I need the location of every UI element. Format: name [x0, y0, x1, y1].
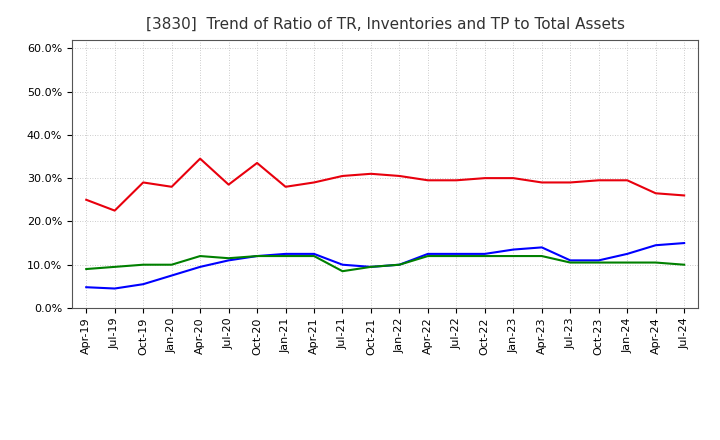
Line: Trade Receivables: Trade Receivables [86, 159, 684, 211]
Trade Receivables [282, 184, 290, 190]
Inventories [282, 251, 290, 257]
Trade Payables [480, 253, 489, 259]
Trade Payables [253, 253, 261, 259]
Trade Receivables [395, 173, 404, 179]
Trade Payables [537, 253, 546, 259]
Trade Receivables [537, 180, 546, 185]
Trade Payables [139, 262, 148, 268]
Trade Receivables [680, 193, 688, 198]
Inventories [537, 245, 546, 250]
Inventories [338, 262, 347, 268]
Trade Receivables [623, 178, 631, 183]
Trade Receivables [338, 173, 347, 179]
Trade Receivables [423, 178, 432, 183]
Trade Receivables [253, 160, 261, 165]
Trade Receivables [566, 180, 575, 185]
Trade Receivables [82, 197, 91, 202]
Trade Receivables [110, 208, 119, 213]
Line: Trade Payables: Trade Payables [86, 256, 684, 271]
Inventories [139, 282, 148, 287]
Trade Payables [652, 260, 660, 265]
Trade Payables [196, 253, 204, 259]
Inventories [366, 264, 375, 270]
Inventories [167, 273, 176, 278]
Trade Receivables [452, 178, 461, 183]
Trade Receivables [509, 176, 518, 181]
Trade Payables [282, 253, 290, 259]
Inventories [509, 247, 518, 252]
Trade Payables [595, 260, 603, 265]
Trade Payables [509, 253, 518, 259]
Inventories [196, 264, 204, 270]
Trade Payables [338, 268, 347, 274]
Trade Payables [82, 266, 91, 271]
Inventories [110, 286, 119, 291]
Trade Payables [310, 253, 318, 259]
Trade Receivables [366, 171, 375, 176]
Inventories [652, 242, 660, 248]
Inventories [452, 251, 461, 257]
Trade Receivables [652, 191, 660, 196]
Inventories [225, 258, 233, 263]
Trade Receivables [196, 156, 204, 161]
Trade Payables [395, 262, 404, 268]
Inventories [253, 253, 261, 259]
Trade Payables [623, 260, 631, 265]
Trade Receivables [225, 182, 233, 187]
Trade Payables [366, 264, 375, 270]
Inventories [566, 258, 575, 263]
Trade Payables [566, 260, 575, 265]
Inventories [480, 251, 489, 257]
Trade Receivables [310, 180, 318, 185]
Trade Payables [680, 262, 688, 268]
Inventories [423, 251, 432, 257]
Line: Inventories: Inventories [86, 243, 684, 289]
Trade Payables [110, 264, 119, 270]
Inventories [680, 240, 688, 246]
Trade Payables [423, 253, 432, 259]
Inventories [595, 258, 603, 263]
Inventories [623, 251, 631, 257]
Inventories [310, 251, 318, 257]
Inventories [82, 285, 91, 290]
Trade Receivables [480, 176, 489, 181]
Trade Receivables [167, 184, 176, 190]
Trade Payables [452, 253, 461, 259]
Inventories [395, 262, 404, 268]
Title: [3830]  Trend of Ratio of TR, Inventories and TP to Total Assets: [3830] Trend of Ratio of TR, Inventories… [145, 16, 625, 32]
Trade Receivables [139, 180, 148, 185]
Trade Payables [225, 256, 233, 261]
Trade Receivables [595, 178, 603, 183]
Trade Payables [167, 262, 176, 268]
